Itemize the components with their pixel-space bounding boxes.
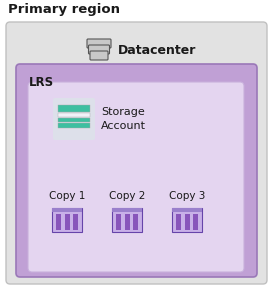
- FancyBboxPatch shape: [6, 22, 267, 284]
- Bar: [58, 105, 90, 112]
- Bar: [172, 208, 202, 212]
- Bar: [193, 214, 198, 230]
- Bar: [133, 214, 138, 230]
- Bar: [58, 113, 90, 117]
- Bar: [185, 214, 189, 230]
- Bar: [58, 118, 90, 122]
- FancyBboxPatch shape: [88, 45, 109, 54]
- Bar: [176, 214, 181, 230]
- FancyBboxPatch shape: [90, 51, 108, 60]
- Bar: [112, 208, 142, 232]
- Bar: [52, 208, 82, 212]
- Text: Primary region: Primary region: [8, 3, 120, 15]
- FancyBboxPatch shape: [28, 82, 244, 272]
- Text: LRS: LRS: [29, 76, 54, 89]
- Bar: [112, 208, 142, 212]
- Text: Copy 2: Copy 2: [109, 191, 145, 201]
- Text: Copy 1: Copy 1: [49, 191, 85, 201]
- FancyBboxPatch shape: [53, 98, 95, 140]
- Bar: [56, 214, 61, 230]
- Text: Datacenter: Datacenter: [118, 44, 196, 58]
- Bar: [58, 123, 90, 128]
- Text: Storage
Account: Storage Account: [101, 107, 146, 131]
- FancyBboxPatch shape: [87, 39, 111, 48]
- FancyBboxPatch shape: [16, 64, 257, 277]
- Text: Copy 3: Copy 3: [169, 191, 205, 201]
- Bar: [172, 208, 202, 232]
- Bar: [124, 214, 129, 230]
- Bar: [73, 214, 78, 230]
- Bar: [116, 214, 121, 230]
- Bar: [64, 214, 70, 230]
- Bar: [52, 208, 82, 232]
